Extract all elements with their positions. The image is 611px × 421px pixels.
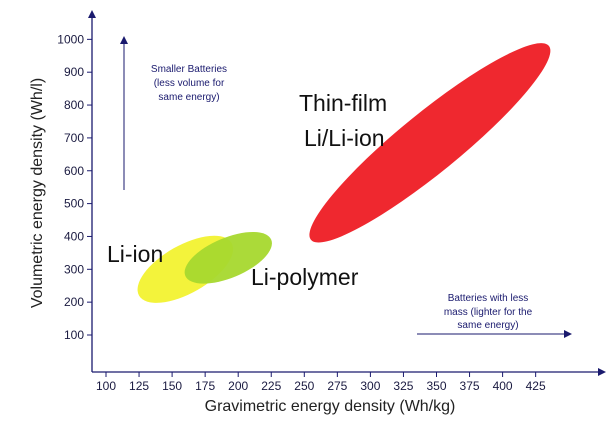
x-tick-label: 225	[261, 379, 281, 393]
vertical-annotation-line1: Smaller Batteries	[151, 64, 227, 75]
region-li-polymer	[184, 231, 272, 284]
x-tick-label: 275	[327, 379, 347, 393]
li-polymer-label: Li-polymer	[251, 264, 359, 290]
li-ion-label: Li-ion	[107, 241, 163, 267]
horizontal-annotation-line2: mass (lighter for the	[444, 307, 533, 318]
x-tick-label: 100	[96, 379, 116, 393]
x-tick-label: 375	[460, 379, 480, 393]
y-tick-label: 200	[64, 295, 84, 309]
horizontal-annotation-line3: same energy)	[457, 320, 518, 331]
y-tick-label: 100	[64, 328, 84, 342]
vertical-annotation-line3: same energy)	[158, 92, 219, 103]
y-tick-label: 500	[64, 197, 84, 211]
y-tick-label: 700	[64, 131, 84, 145]
y-tick-label: 800	[64, 98, 84, 112]
y-tick-label: 300	[64, 262, 84, 276]
thin-film-label-line2: Li/Li-ion	[304, 125, 385, 151]
x-tick-label: 125	[129, 379, 149, 393]
x-tick-label: 425	[526, 379, 546, 393]
x-tick-label: 350	[426, 379, 446, 393]
y-tick-label: 1000	[57, 32, 84, 46]
y-axis-title: Volumetric energy density (Wh/l)	[29, 78, 46, 308]
y-axis-ticks: 100 200 300 400 500 600 700 800 900 1000	[57, 32, 92, 342]
x-tick-label: 200	[228, 379, 248, 393]
y-tick-label: 900	[64, 65, 84, 79]
x-tick-label: 175	[195, 379, 215, 393]
x-axis-ticks: 100 125 150 175 200 225 250 275 300 325 350 375 400 4…	[96, 372, 546, 393]
horizontal-annotation-line1: Batteries with less	[448, 293, 529, 304]
vertical-annotation-line2: (less volume for	[154, 78, 225, 89]
x-tick-label: 150	[162, 379, 182, 393]
region-blobs	[137, 43, 551, 303]
x-tick-label: 300	[360, 379, 380, 393]
x-axis-title: Gravimetric energy density (Wh/kg)	[205, 398, 456, 415]
region-thin-film-li-li-ion	[309, 43, 551, 243]
x-tick-label: 400	[493, 379, 513, 393]
y-tick-label: 600	[64, 164, 84, 178]
x-tick-label: 325	[393, 379, 413, 393]
thin-film-label-line1: Thin-film	[299, 90, 387, 116]
y-tick-label: 400	[64, 229, 84, 243]
x-tick-label: 250	[294, 379, 314, 393]
